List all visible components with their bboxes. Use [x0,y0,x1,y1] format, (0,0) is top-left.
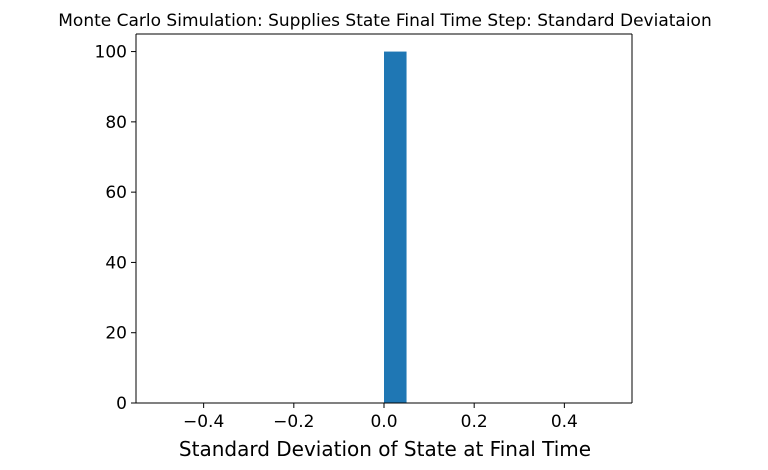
y-tick-label: 60 [105,183,127,203]
y-tick-label: 100 [95,43,127,63]
y-tick-label: 80 [105,113,127,133]
x-axis-label: Standard Deviation of State at Final Tim… [179,437,591,461]
bars-layer [384,51,407,403]
chart-title: Monte Carlo Simulation: Supplies State F… [58,11,711,31]
y-tick-label: 20 [105,324,127,344]
y-tick-label: 0 [116,394,127,414]
y-tick-label: 40 [105,253,127,273]
y-axis-ticks: 0 20 40 60 80 100 [95,43,136,414]
x-axis-ticks: −0.4 −0.2 0.0 0.2 0.4 [183,403,578,432]
x-tick-label: 0.4 [551,412,578,432]
histogram-bar-0 [384,51,407,403]
x-tick-label: 0.2 [461,412,488,432]
x-tick-label: 0.0 [370,412,397,432]
x-tick-label: −0.4 [183,412,224,432]
x-tick-label: −0.2 [273,412,314,432]
